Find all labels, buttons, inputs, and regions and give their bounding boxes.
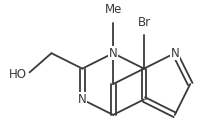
- Text: Br: Br: [137, 16, 151, 29]
- Text: N: N: [109, 47, 117, 60]
- Text: N: N: [78, 93, 87, 106]
- Text: N: N: [170, 47, 179, 60]
- Text: HO: HO: [9, 68, 27, 81]
- Text: Me: Me: [104, 3, 122, 16]
